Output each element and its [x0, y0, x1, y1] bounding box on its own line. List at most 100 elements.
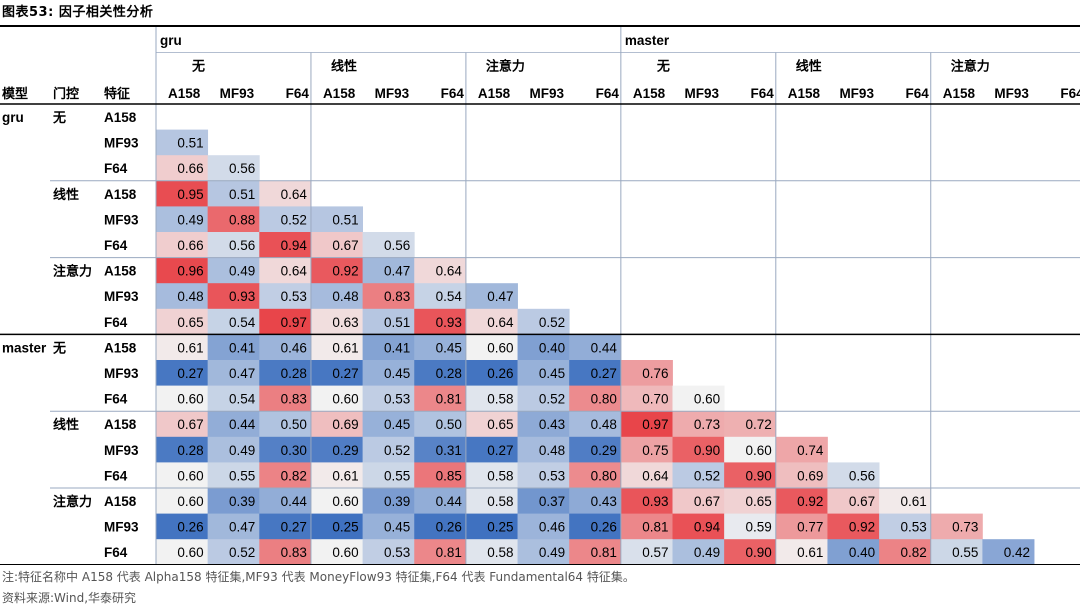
heatmap-cell — [827, 488, 880, 514]
col-header-gate: 注意力 — [486, 59, 525, 74]
col-header-feature: A158 — [633, 86, 666, 101]
cell-value: 0.67 — [694, 494, 720, 509]
cell-value: 0.52 — [539, 315, 565, 330]
cell-value: 0.28 — [436, 366, 462, 381]
heatmap-cell — [156, 385, 209, 412]
cell-value: 0.44 — [229, 417, 256, 432]
heatmap-cell — [465, 385, 518, 412]
cell-value: 0.46 — [539, 520, 565, 535]
row-header-feature: MF93 — [104, 366, 139, 381]
cell-value: 0.60 — [694, 392, 720, 407]
col-header-feature: A158 — [168, 86, 201, 101]
cell-value: 0.45 — [539, 366, 565, 381]
cell-value: 0.80 — [591, 392, 617, 407]
cell-value: 0.80 — [591, 468, 617, 483]
heatmap-cell — [517, 436, 570, 463]
heatmap-cell — [362, 488, 415, 514]
cell-value: 0.44 — [436, 494, 463, 509]
row-header-feature: A158 — [104, 187, 137, 202]
cell-value: 0.29 — [591, 443, 617, 458]
cell-value: 0.94 — [281, 238, 308, 253]
heatmap-cell — [414, 385, 467, 412]
heatmap-cell — [362, 232, 415, 258]
heatmap-cell — [207, 436, 260, 463]
col-header-gate: 线性 — [796, 59, 822, 74]
cell-value: 0.72 — [746, 417, 772, 432]
heatmap-cell — [362, 411, 415, 438]
heatmap-cell — [414, 436, 467, 463]
cell-value: 0.67 — [332, 238, 358, 253]
heatmap-cell — [362, 462, 415, 489]
row-header-feature: F64 — [104, 545, 128, 560]
heatmap-cell — [465, 539, 518, 565]
col-header-feature: MF93 — [375, 86, 410, 101]
heatmap-cell — [517, 411, 570, 438]
heatmap-cell — [310, 232, 363, 258]
row-header-feature: F64 — [104, 468, 128, 483]
row-header-feature: A158 — [104, 110, 137, 125]
cell-value: 0.47 — [229, 366, 255, 381]
col-header-model: gru — [160, 33, 182, 48]
figure-title: 图表53: 因子相关性分析 — [2, 5, 154, 20]
heatmap-cell — [414, 539, 467, 565]
cell-value: 0.56 — [384, 238, 410, 253]
cell-value: 0.81 — [436, 545, 462, 560]
cell-value: 0.50 — [436, 417, 462, 432]
row-header-feature: A158 — [104, 494, 137, 509]
heatmap-cell — [620, 513, 673, 540]
cell-value: 0.28 — [177, 443, 203, 458]
heatmap-cell — [569, 360, 622, 386]
heatmap-cell — [362, 539, 415, 565]
heatmap-cell — [259, 334, 312, 361]
heatmap-cell — [362, 513, 415, 540]
cell-value: 0.51 — [384, 315, 410, 330]
heatmap-cell — [414, 257, 467, 284]
heatmap-cell — [310, 411, 363, 438]
row-header-model: master — [2, 340, 47, 355]
heatmap-cell — [156, 308, 209, 335]
heatmap-cell — [775, 488, 828, 514]
heatmap-cell — [724, 513, 777, 540]
cell-value: 0.47 — [229, 520, 255, 535]
heatmap-cell — [156, 462, 209, 489]
cell-value: 0.45 — [384, 366, 410, 381]
heatmap-cell — [465, 436, 518, 463]
source-line: 资料来源:Wind,华泰研究 — [2, 591, 137, 605]
heatmap-cell — [310, 513, 363, 540]
col-header-feature: A158 — [323, 86, 356, 101]
heatmap-cell — [724, 488, 777, 514]
heatmap-cell — [259, 232, 312, 258]
cell-value: 0.77 — [797, 520, 823, 535]
cell-value: 0.93 — [642, 494, 668, 509]
heatmap-cell — [156, 283, 209, 310]
row-header-gate: 无 — [52, 110, 66, 125]
heatmap-cell — [414, 283, 467, 310]
heatmap-cell — [259, 308, 312, 335]
cell-value: 0.93 — [436, 315, 462, 330]
row-header-gate: 注意力 — [53, 494, 92, 509]
col-header-gate: 无 — [656, 59, 670, 74]
heatmap-cell — [465, 513, 518, 540]
col-header-gate: 无 — [191, 59, 205, 74]
cell-value: 0.26 — [487, 366, 513, 381]
cell-value: 0.95 — [177, 187, 203, 202]
cell-value: 0.52 — [539, 392, 565, 407]
cell-value: 0.49 — [539, 545, 565, 560]
row-header-feature: MF93 — [104, 443, 139, 458]
heatmap-cell — [362, 385, 415, 412]
cell-value: 0.48 — [539, 443, 565, 458]
col-header-model: master — [625, 33, 670, 48]
cell-value: 0.40 — [849, 545, 875, 560]
cell-value: 0.92 — [849, 520, 875, 535]
cell-value: 0.27 — [177, 366, 203, 381]
cell-value: 0.53 — [539, 468, 565, 483]
cell-value: 0.39 — [384, 494, 410, 509]
row-header-model: gru — [2, 110, 24, 125]
cell-value: 0.50 — [281, 417, 307, 432]
cell-value: 0.27 — [487, 443, 513, 458]
heatmap-cell — [465, 360, 518, 386]
cell-value: 0.49 — [229, 264, 255, 279]
heatmap-cell — [259, 180, 312, 207]
row-header-feature: F64 — [104, 315, 128, 330]
heatmap-cell — [517, 334, 570, 361]
